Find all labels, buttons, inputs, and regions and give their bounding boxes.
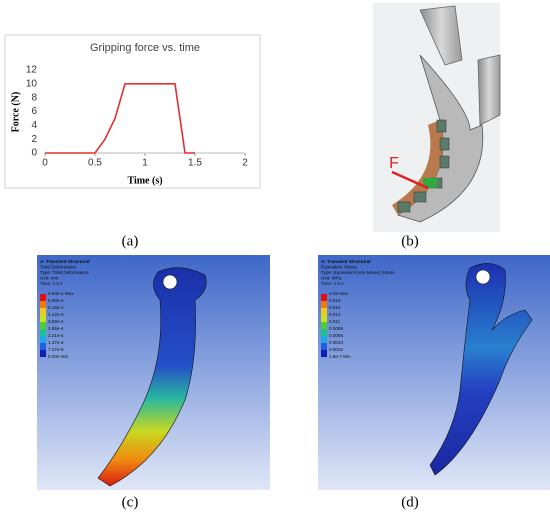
stress-part	[429, 263, 533, 476]
legend-header: Equivalent Stress	[321, 265, 357, 270]
legend-level: 2.95e-4	[48, 326, 64, 331]
legend-swatch	[40, 336, 46, 343]
legend-swatch	[321, 329, 327, 336]
legend-level: 7.37e-5	[48, 347, 64, 352]
legend-level: 6.64e-4 Max	[48, 291, 74, 296]
legend-swatch	[40, 301, 46, 308]
legend-swatch	[321, 343, 327, 350]
legend-header: A: Transient Structural	[40, 259, 90, 264]
legend-level: 5.90e-4	[48, 298, 64, 303]
legend-level: 3.69e-4	[48, 319, 64, 324]
force-arrow	[391, 170, 429, 190]
legend-level: 4.42e-4	[48, 312, 64, 317]
legend-swatch	[321, 315, 327, 322]
legend-header: A: Transient Structural	[321, 259, 371, 264]
legend-swatch	[40, 294, 46, 301]
legend-swatch	[40, 329, 46, 336]
x-axis-label: Time (s)	[127, 175, 162, 186]
legend-level: 0.013	[329, 312, 341, 317]
y-tick-label: 6	[31, 106, 37, 117]
y-tick-label: 8	[31, 92, 37, 103]
legend-swatch	[321, 301, 327, 308]
x-tick-label: 1.5	[188, 158, 202, 169]
y-tick-label: 0	[31, 148, 37, 159]
y-tick-label: 2	[31, 134, 37, 145]
x-tick-label: 2	[242, 158, 248, 169]
deformation-part	[97, 267, 207, 487]
legend-header: Unit: mm	[40, 276, 59, 281]
legend-level: 0.011	[329, 319, 341, 324]
legend-swatch	[321, 350, 327, 357]
y-tick-label: 12	[26, 65, 38, 76]
legend-header: Time: 1.5 s	[40, 281, 63, 286]
legend-swatch	[321, 336, 327, 343]
panel-label: (a)	[122, 233, 139, 249]
x-tick-label: 0.5	[88, 158, 102, 169]
legend-level: 1.47e-4	[48, 340, 64, 345]
fea-background	[318, 255, 550, 490]
gripper-render: F	[373, 3, 501, 232]
legend-swatch	[321, 294, 327, 301]
legend-level: 5.16e-4	[48, 305, 64, 310]
chart-title: Gripping force vs. time	[90, 42, 200, 54]
legend-level: 0.02 Max	[329, 291, 349, 296]
legend-swatch	[321, 308, 327, 315]
legend-level: 0.0066	[329, 333, 343, 338]
x-tick-label: 0	[42, 158, 48, 169]
legend-swatch	[40, 350, 46, 357]
panel-labels: (a) (b) (c) (d)	[122, 233, 419, 510]
legend-swatch	[321, 322, 327, 329]
y-axis-label: Force (N)	[10, 92, 21, 133]
line-chart: Gripping force vs. time Time (s) Force (…	[10, 42, 248, 186]
legend-swatch	[40, 315, 46, 322]
legend-swatch	[40, 322, 46, 329]
legend-level: 1.8e-7 Min	[329, 354, 351, 359]
legend-level: 0.018	[329, 298, 341, 303]
panel-label: (c)	[122, 494, 139, 510]
legend-level: 0.0022	[329, 347, 343, 352]
legend-header: Type: Equivalent (von-Mises) Stress	[321, 270, 395, 275]
legend-swatch	[40, 343, 46, 350]
legend-header: Time: 1.5 s	[321, 281, 344, 286]
data-line	[45, 83, 195, 154]
legend-header: Total Deformation	[40, 265, 76, 270]
y-tick-label: 10	[26, 78, 38, 89]
panel-label: (d)	[401, 494, 419, 510]
legend-level: 0.0044	[329, 340, 343, 345]
legend-level: 0.00e Min	[48, 354, 69, 359]
legend-level: 0.015	[329, 305, 341, 310]
legend-header: Unit: MPa	[321, 276, 342, 281]
y-tick-label: 4	[31, 120, 37, 131]
force-label: F	[389, 155, 399, 172]
legend-swatch	[40, 308, 46, 315]
panel-label: (b)	[401, 233, 419, 249]
legend-level: 2.21e-4	[48, 333, 64, 338]
legend-header: Type: Total Deformation	[40, 270, 89, 275]
legend-level: 0.0088	[329, 326, 343, 331]
chart-frame	[4, 34, 261, 189]
x-tick-label: 1	[142, 158, 148, 169]
